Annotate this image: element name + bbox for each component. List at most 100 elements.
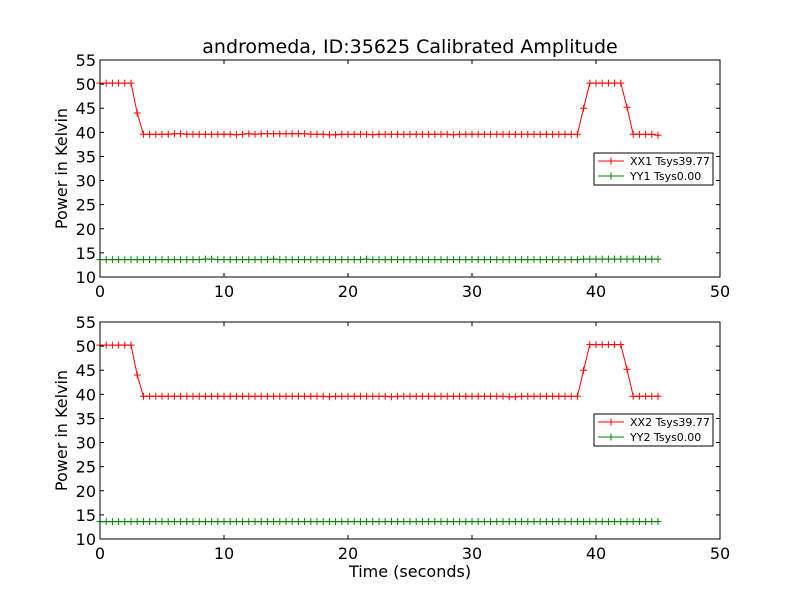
data-point [133,109,141,117]
data-point [542,392,550,400]
legend-label: YY1 Tsys0.00 [629,170,701,183]
data-point [276,130,284,138]
data-point [437,130,445,138]
data-point [282,130,290,138]
data-point [363,518,371,526]
data-point [201,392,209,400]
data-point [164,256,172,264]
data-point [369,256,377,264]
data-point [406,518,414,526]
data-point [623,103,631,111]
data-point [356,130,364,138]
data-point [263,518,271,526]
data-point [319,256,327,264]
data-point [239,518,247,526]
data-point [381,392,389,400]
data-point [158,518,166,526]
data-point [195,392,203,400]
data-point [282,256,290,264]
data-point [617,255,625,263]
data-point [239,392,247,400]
series-line [100,82,659,136]
data-point [505,518,513,526]
data-point [170,256,178,264]
data-point [474,518,482,526]
data-point [115,518,123,526]
data-point [573,392,581,400]
data-point [437,518,445,526]
data-point [518,518,526,526]
data-point [133,518,141,526]
data-point [350,518,358,526]
data-point [536,392,544,400]
data-point [623,365,631,373]
data-point [431,256,439,264]
data-point [294,518,302,526]
data-point [592,79,600,87]
data-point [480,130,488,138]
data-point [592,341,600,349]
x-tick-label: 10 [214,282,234,301]
data-point [505,393,513,401]
data-point [499,518,507,526]
data-point [270,130,278,138]
data-point [127,518,135,526]
data-point [635,392,643,400]
data-point [456,392,464,400]
data-point [642,130,650,138]
data-point [462,130,470,138]
data-point [102,79,110,87]
data-point [214,130,222,138]
data-point [443,256,451,264]
data-point [586,341,594,349]
data-point [344,130,352,138]
data-point [245,518,253,526]
data-point [301,518,309,526]
data-point [325,518,333,526]
data-point [511,393,519,401]
data-point [270,392,278,400]
data-point [350,130,358,138]
plot-frame [99,59,721,278]
data-point [431,130,439,138]
data-point [499,130,507,138]
data-point [474,256,482,264]
data-point [183,256,191,264]
data-point [642,255,650,263]
data-point [598,341,606,349]
data-point [549,518,557,526]
data-point [133,256,141,264]
data-point [642,392,650,400]
data-point [139,256,147,264]
data-point [332,392,340,400]
data-point [449,256,457,264]
data-point [518,392,526,400]
data-point [189,392,197,400]
data-point [121,79,129,87]
y-tick-label: 40 [76,123,96,142]
data-point [648,518,656,526]
data-point [139,130,147,138]
data-point [183,392,191,400]
data-point [276,518,284,526]
data-point [245,392,253,400]
data-point [456,256,464,264]
data-point [146,392,154,400]
data-point [307,518,315,526]
data-point [394,130,402,138]
data-point [146,130,154,138]
data-point [183,130,191,138]
data-point [226,256,234,264]
data-point [127,341,135,349]
data-point [604,341,612,349]
data-point [604,518,612,526]
data-point [418,518,426,526]
data-point [567,518,575,526]
data-point [251,130,259,138]
data-point [487,130,495,138]
data-point [338,256,346,264]
y-axis-label: Power in Kelvin [52,370,71,491]
data-point [232,256,240,264]
data-point [387,256,395,264]
